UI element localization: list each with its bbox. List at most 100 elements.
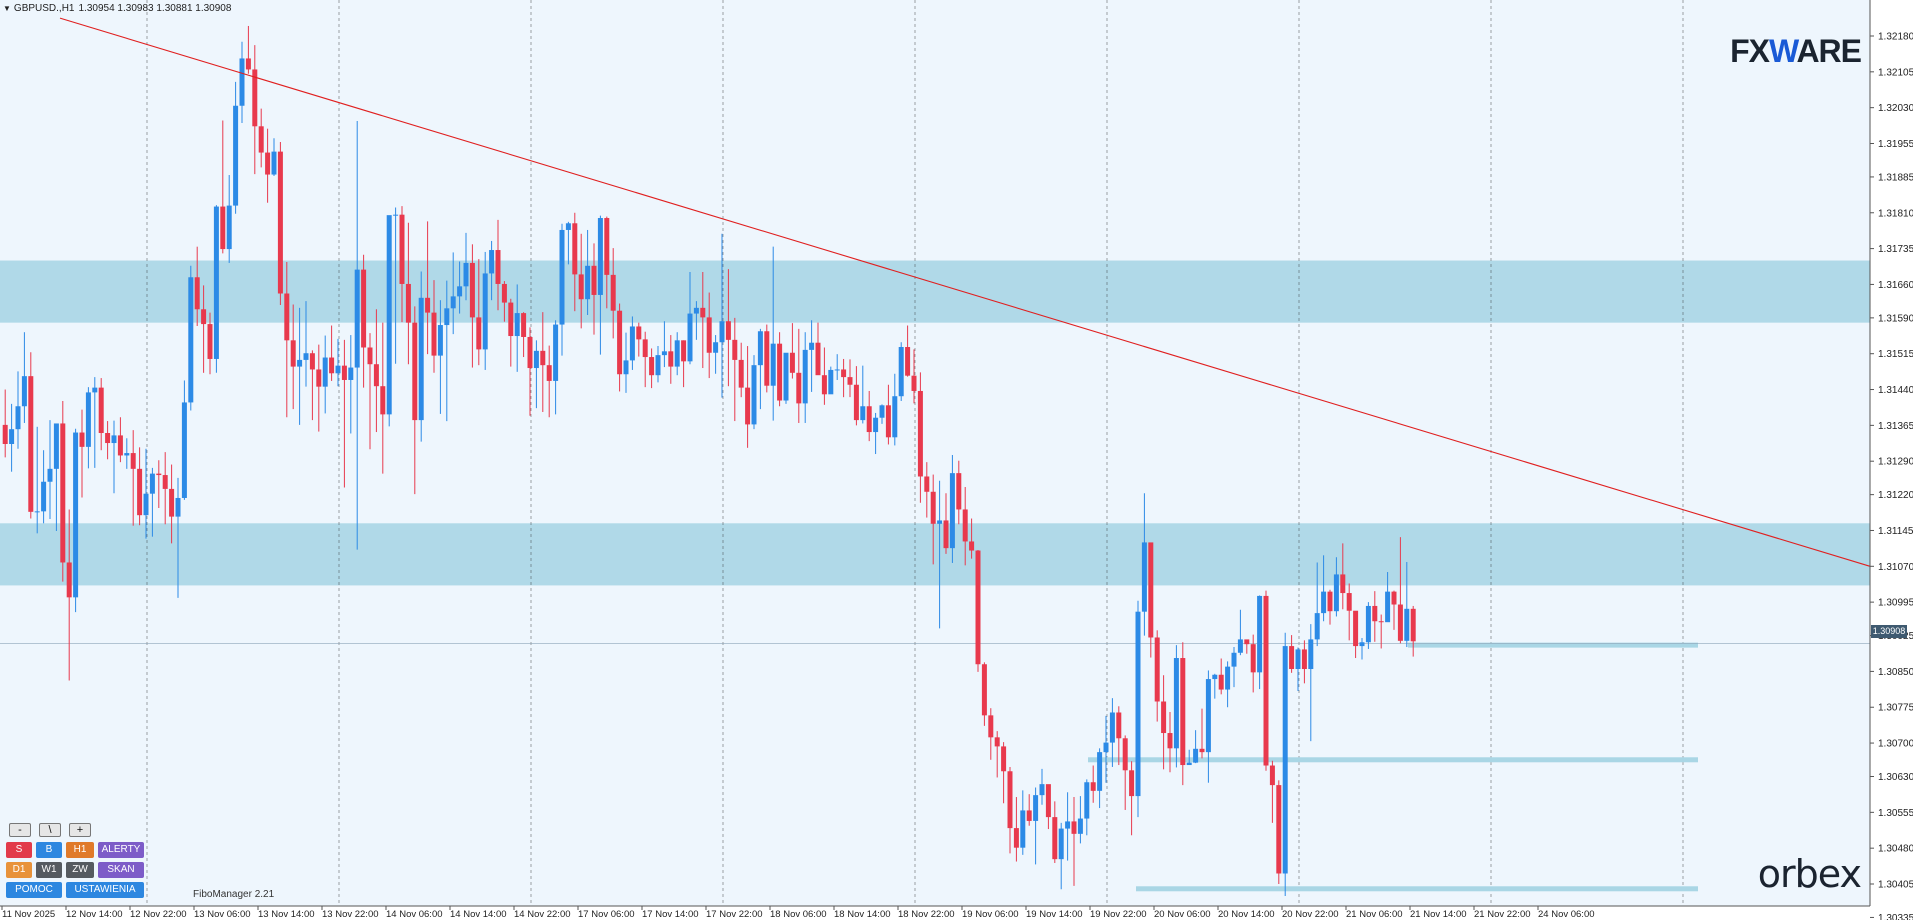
- candle-body: [265, 152, 271, 175]
- candle-body: [111, 435, 117, 444]
- levels-layer: [0, 642, 1870, 892]
- y-tick-label: 1.31735: [1878, 244, 1913, 255]
- candle-body: [841, 369, 847, 378]
- zw-button[interactable]: ZW: [66, 862, 94, 878]
- candle-body: [821, 375, 827, 395]
- draw-line-button[interactable]: \: [39, 823, 61, 837]
- candle-body: [1327, 591, 1333, 612]
- candle-body: [21, 376, 27, 407]
- candle-body: [245, 58, 251, 70]
- candle-body: [1013, 828, 1019, 848]
- candle-body: [386, 215, 392, 415]
- x-tick-label: 13 Nov 06:00: [194, 909, 251, 920]
- candle-body: [994, 737, 1000, 747]
- candle-body: [28, 376, 34, 512]
- x-tick-label: 13 Nov 14:00: [258, 909, 315, 920]
- candle-body: [1077, 818, 1083, 834]
- candle-body: [527, 336, 533, 369]
- candle-body: [92, 387, 98, 393]
- candle-body: [789, 352, 795, 373]
- candle-body: [956, 473, 962, 510]
- candle-body: [271, 151, 277, 175]
- candle-body: [309, 353, 315, 370]
- buy-button[interactable]: B: [36, 842, 62, 858]
- candle-body: [937, 520, 943, 524]
- zoom-out-button[interactable]: -: [9, 823, 31, 837]
- candle-body: [335, 365, 341, 374]
- candle-body: [629, 326, 635, 361]
- candle-body: [853, 384, 859, 421]
- zoom-in-button[interactable]: +: [69, 823, 91, 837]
- candle-body: [1205, 679, 1211, 753]
- y-tick-label: 1.30630: [1878, 772, 1913, 783]
- candle-body: [15, 406, 21, 430]
- candle-body: [949, 473, 955, 549]
- candle-body: [540, 350, 546, 366]
- timeframe-d1-button[interactable]: D1: [6, 862, 32, 878]
- candle-body: [130, 453, 136, 469]
- candle-body: [655, 355, 661, 376]
- candle-body: [796, 372, 802, 404]
- candle-body: [1148, 542, 1154, 638]
- x-tick-label: 12 Nov 14:00: [66, 909, 123, 920]
- y-tick-label: 1.32180: [1878, 32, 1913, 43]
- candle-body: [700, 307, 706, 318]
- collapse-triangle-icon[interactable]: ▼: [3, 4, 11, 13]
- candle-body: [905, 347, 911, 376]
- candle-body: [745, 387, 751, 425]
- candle-body: [1353, 610, 1359, 647]
- y-tick-label: 1.31145: [1878, 526, 1913, 537]
- candle-body: [1225, 666, 1231, 690]
- candle-body: [290, 340, 296, 367]
- timeframe-h1-button[interactable]: H1: [66, 842, 94, 858]
- candle-body: [591, 265, 597, 295]
- candle-body: [117, 435, 123, 456]
- timeframe-w1-button[interactable]: W1: [36, 862, 62, 878]
- candle-body: [706, 317, 712, 353]
- candle-body: [802, 349, 808, 404]
- candle-body: [1269, 765, 1275, 786]
- candle-body: [47, 468, 53, 482]
- candle-body: [981, 664, 987, 716]
- candle-body: [988, 715, 994, 738]
- candle-body: [866, 406, 872, 433]
- candle-body: [226, 205, 232, 250]
- candle-body: [431, 312, 437, 356]
- candle-body: [66, 562, 72, 598]
- candle-body: [617, 310, 623, 375]
- candle-body: [1103, 742, 1109, 753]
- settings-button[interactable]: USTAWIENIA: [66, 882, 144, 898]
- candle-body: [98, 387, 104, 434]
- sell-button[interactable]: S: [6, 842, 32, 858]
- candle-body: [373, 364, 379, 387]
- price-axis-bg: [1870, 0, 1913, 920]
- scan-button[interactable]: SKAN: [98, 862, 144, 878]
- candle-body: [508, 302, 514, 337]
- candle-body: [1218, 674, 1224, 690]
- candle-body: [1071, 821, 1077, 834]
- y-tick-label: 1.30480: [1878, 844, 1913, 855]
- y-tick-label: 1.31515: [1878, 349, 1913, 360]
- y-tick-label: 1.30405: [1878, 880, 1913, 891]
- x-tick-label: 17 Nov 22:00: [706, 909, 763, 920]
- candle-body: [873, 417, 879, 433]
- candle-body: [149, 473, 155, 494]
- candle-body: [1058, 828, 1064, 860]
- candle-body: [9, 429, 15, 444]
- candle-body: [860, 406, 866, 421]
- candle-body: [585, 265, 591, 300]
- level-line: [1136, 886, 1698, 892]
- candle-body: [924, 476, 930, 492]
- alerts-button[interactable]: ALERTY: [98, 842, 144, 858]
- candle-body: [1186, 762, 1192, 766]
- fibo-manager-label: FiboManager 2.21: [193, 889, 275, 900]
- candle-body: [1090, 782, 1096, 791]
- candle-body: [53, 423, 59, 469]
- candle-body: [687, 313, 693, 362]
- candle-body: [533, 350, 539, 369]
- x-tick-label: 18 Nov 06:00: [770, 909, 827, 920]
- help-button[interactable]: POMOC: [6, 882, 62, 898]
- candle-body: [1346, 593, 1352, 611]
- candle-body: [1135, 611, 1141, 797]
